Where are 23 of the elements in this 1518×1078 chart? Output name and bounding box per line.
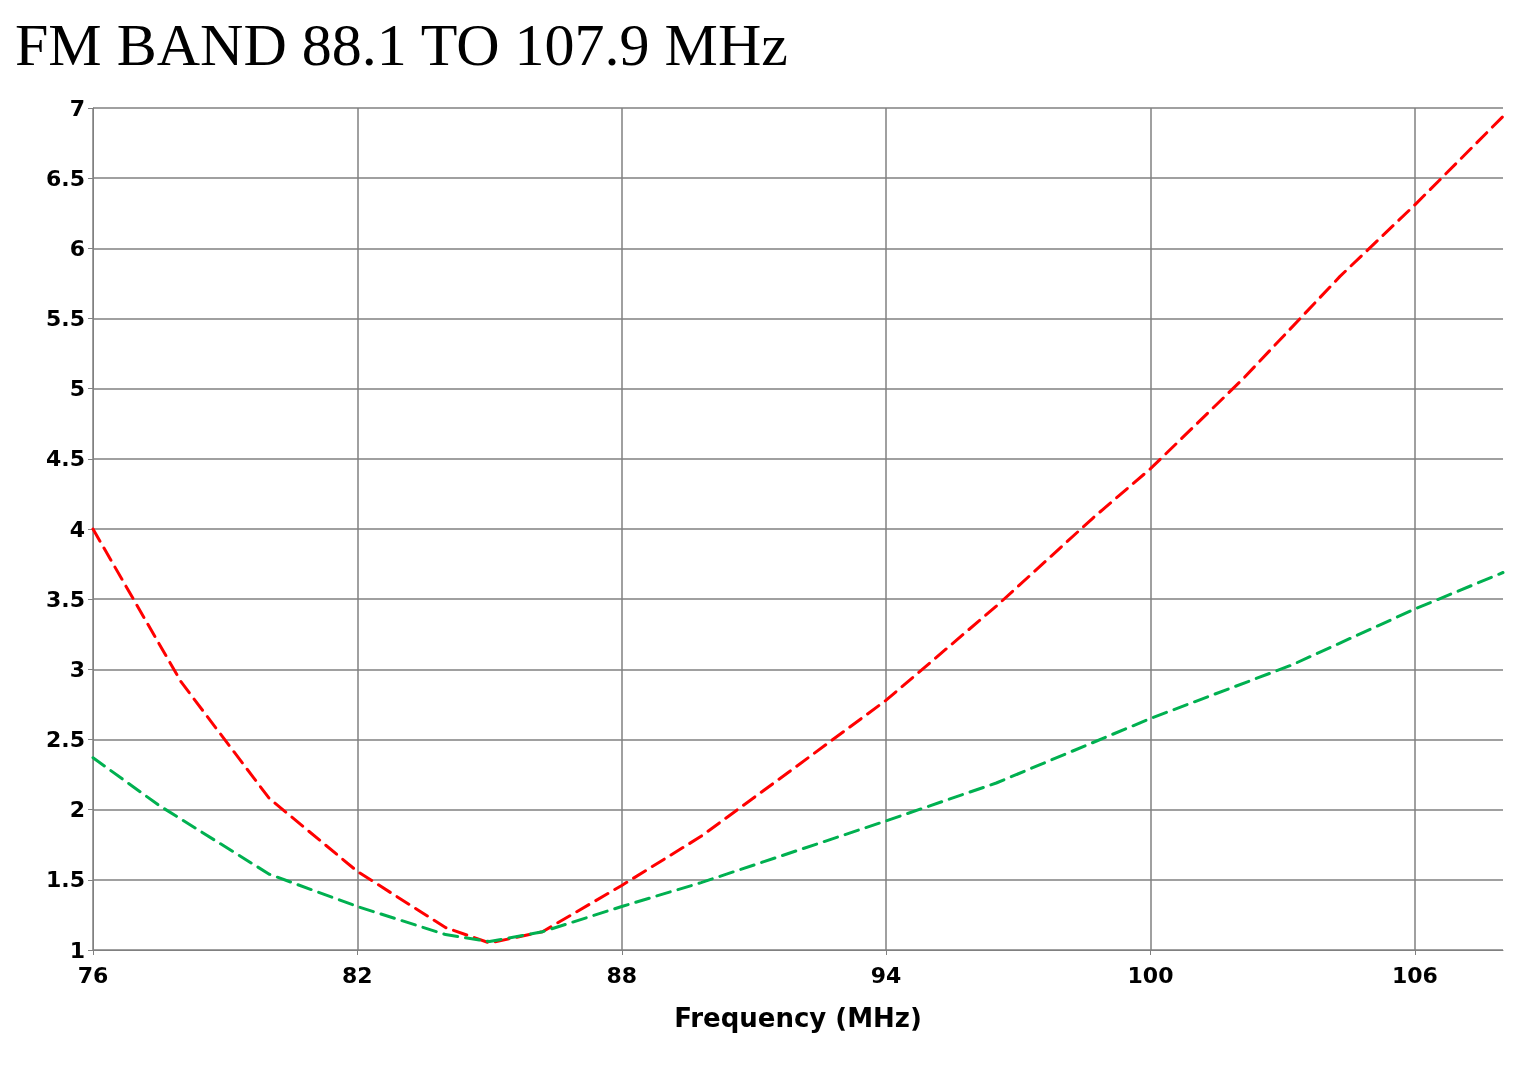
y-tick-label: 5.5 [46,306,85,331]
x-tick-label: 100 [1127,962,1174,988]
y-tick-label: 7 [69,95,85,121]
y-tick-label: 5 [69,376,85,402]
y-tick-label: 2.5 [46,727,85,752]
y-tick-label: 3 [69,656,85,682]
y-tick-label: 1.5 [46,867,85,893]
y-tick-label: 6.5 [46,165,85,191]
y-tick-label: 6 [69,235,85,261]
x-tick-label: 82 [342,962,373,988]
chart-title: FM BAND 88.1 TO 107.9 MHz [15,12,788,78]
y-tick-label: 1 [69,937,85,963]
x-axis-title: Frequency (MHz) [674,1003,922,1033]
x-tick-label: 94 [870,962,902,988]
line-series [91,571,1505,944]
y-tick-label: 2 [69,797,85,823]
line-series [91,114,1505,945]
x-tick-label: 88 [606,962,638,988]
x-tick-label: 106 [1391,962,1438,988]
y-tick-label: 4 [69,516,85,542]
y-tick-label: 4.5 [46,446,85,472]
x-tick-label: 76 [77,962,109,988]
y-tick-label: 3.5 [46,586,85,612]
